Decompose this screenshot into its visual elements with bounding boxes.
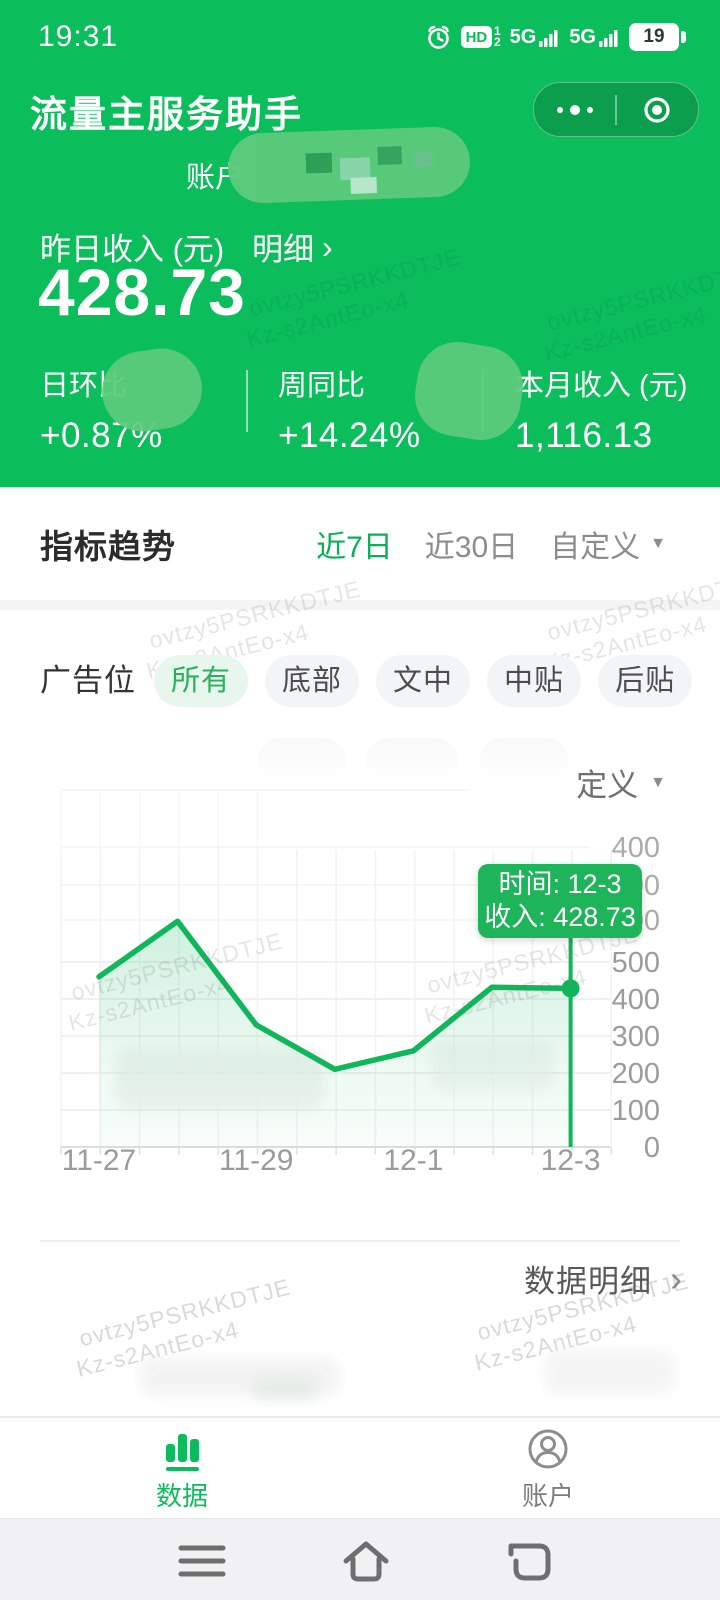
tooltip-income: 收入: 428.73 bbox=[484, 902, 636, 932]
caret-down-icon: ▼ bbox=[650, 534, 666, 552]
divider-line bbox=[40, 1240, 680, 1242]
redaction-blob bbox=[409, 336, 529, 446]
tab-data-label: 数据 bbox=[155, 1481, 208, 1511]
hamburger-icon bbox=[178, 1545, 226, 1577]
svg-text:11-27: 11-27 bbox=[62, 1144, 137, 1177]
section-divider bbox=[0, 600, 720, 610]
detail-label: 明细 bbox=[252, 232, 314, 267]
signal-sim1: 5G bbox=[510, 27, 561, 47]
tab-data[interactable]: 数据 bbox=[122, 1426, 242, 1513]
trend-chart-section: 010020030040050040030020011-2711-2912-11… bbox=[0, 740, 720, 1185]
status-time: 19:31 bbox=[38, 20, 119, 53]
stat-label: 本月收入 (元) bbox=[515, 370, 688, 402]
ad-slot-label: 广告位 bbox=[40, 663, 136, 698]
chip-mid-roll[interactable]: 中贴 bbox=[487, 655, 582, 707]
android-nav-bar bbox=[0, 1518, 720, 1600]
close-minimize-button[interactable] bbox=[617, 83, 698, 136]
stat-label: 周同比 bbox=[278, 370, 366, 402]
home-icon bbox=[343, 1541, 389, 1582]
chart-tooltip: 时间: 12-3 收入: 428.73 bbox=[478, 864, 642, 938]
define-label: 定义 bbox=[576, 768, 639, 803]
network-type-label: 5G bbox=[569, 26, 596, 48]
back-icon bbox=[508, 1543, 551, 1581]
bar-chart-icon bbox=[166, 1434, 199, 1471]
signal-sim2: 5G bbox=[569, 27, 620, 47]
nav-home-button[interactable] bbox=[338, 1533, 394, 1589]
svg-text:0: 0 bbox=[644, 1132, 660, 1164]
stat-value: +14.24% bbox=[278, 416, 421, 455]
sim2-label: 2 bbox=[493, 35, 501, 49]
redaction-blob bbox=[226, 125, 472, 205]
tab-custom-range[interactable]: 自定义 ▼ bbox=[550, 522, 666, 566]
stat-value: 1,116.13 bbox=[515, 416, 653, 455]
tab-account[interactable]: 账户 bbox=[488, 1426, 608, 1513]
svg-text:400: 400 bbox=[612, 984, 660, 1016]
network-type-label: 5G bbox=[509, 26, 537, 48]
redaction-blob bbox=[252, 1378, 318, 1400]
stat-week-over-week: 周同比 +14.24% bbox=[278, 362, 421, 456]
battery-level: 19 bbox=[629, 23, 679, 51]
define-dropdown[interactable]: 定义 ▼ bbox=[576, 760, 666, 805]
yesterday-income-label: 昨日收入 (元) bbox=[40, 232, 225, 267]
chip-bottom[interactable]: 底部 bbox=[265, 655, 360, 707]
svg-text:200: 200 bbox=[612, 1058, 660, 1090]
income-detail-link[interactable]: 明细 › bbox=[252, 224, 333, 269]
trend-line-chart[interactable]: 010020030040050040030020011-2711-2912-11… bbox=[0, 740, 720, 1185]
stat-month-income: 本月收入 (元) 1,116.13 bbox=[515, 362, 687, 456]
chip-in-text[interactable]: 文中 bbox=[376, 655, 471, 707]
svg-text:500: 500 bbox=[612, 947, 660, 979]
sim1-label: 1 bbox=[493, 24, 501, 38]
svg-text:12-3: 12-3 bbox=[541, 1144, 601, 1177]
nav-back-button[interactable] bbox=[504, 1533, 560, 1589]
chip-all[interactable]: 所有 bbox=[154, 655, 249, 707]
svg-text:12-1: 12-1 bbox=[383, 1144, 443, 1177]
caret-down-icon: ▼ bbox=[650, 773, 666, 791]
svg-text:100: 100 bbox=[612, 1095, 660, 1127]
redaction-blob bbox=[545, 1350, 675, 1394]
trend-range-tabs: 近7日 近30日 自定义 ▼ bbox=[316, 522, 666, 566]
svg-text:300: 300 bbox=[612, 1021, 660, 1053]
stat-divider bbox=[246, 370, 248, 432]
hd-volte-icon: HD 1 2 bbox=[460, 24, 501, 49]
status-icons: HD 1 2 5G 5G bbox=[425, 21, 686, 53]
nav-menu-button[interactable] bbox=[174, 1533, 230, 1589]
more-button[interactable] bbox=[534, 83, 615, 136]
signal-bars-icon bbox=[539, 30, 558, 47]
tab-last-30-days[interactable]: 近30日 bbox=[424, 530, 519, 564]
tooltip-time: 时间: 12-3 bbox=[498, 869, 622, 899]
data-detail-link[interactable]: 数据明细 › bbox=[524, 1256, 682, 1301]
alarm-clock-icon bbox=[428, 25, 449, 49]
miniprogram-capsule bbox=[533, 82, 699, 137]
capsule-divider bbox=[615, 94, 617, 125]
chevron-right-icon: › bbox=[670, 1257, 682, 1299]
bottom-tab-bar: 数据 账户 bbox=[0, 1416, 720, 1518]
page-title: 流量主服务助手 bbox=[30, 94, 303, 135]
svg-text:400: 400 bbox=[612, 832, 660, 864]
tab-account-label: 账户 bbox=[521, 1481, 574, 1511]
chevron-right-icon: › bbox=[322, 228, 333, 265]
ghost-overlay bbox=[0, 728, 720, 812]
more-icon bbox=[556, 104, 593, 115]
data-detail-label: 数据明细 bbox=[524, 1264, 652, 1299]
income-value: 428.73 bbox=[38, 255, 246, 329]
person-circle-icon bbox=[528, 1429, 568, 1469]
header-panel: 19:31 HD 1 2 5G bbox=[0, 0, 720, 487]
trend-title: 指标趋势 bbox=[40, 527, 176, 565]
trend-section-header: 指标趋势 近7日 近30日 自定义 ▼ bbox=[0, 487, 720, 600]
svg-text:11-29: 11-29 bbox=[219, 1144, 294, 1177]
tab-last-7-days[interactable]: 近7日 bbox=[316, 530, 393, 564]
ad-slot-chips: 所有 底部 文中 中贴 后贴 bbox=[154, 655, 693, 707]
signal-bars-icon bbox=[599, 30, 618, 47]
stat-day-over-day: 日环比 +0.87% bbox=[40, 362, 163, 456]
target-circle-icon bbox=[644, 96, 670, 123]
custom-range-label: 自定义 bbox=[550, 530, 641, 564]
battery-icon: 19 bbox=[629, 23, 686, 51]
chip-post-roll[interactable]: 后贴 bbox=[598, 655, 693, 707]
